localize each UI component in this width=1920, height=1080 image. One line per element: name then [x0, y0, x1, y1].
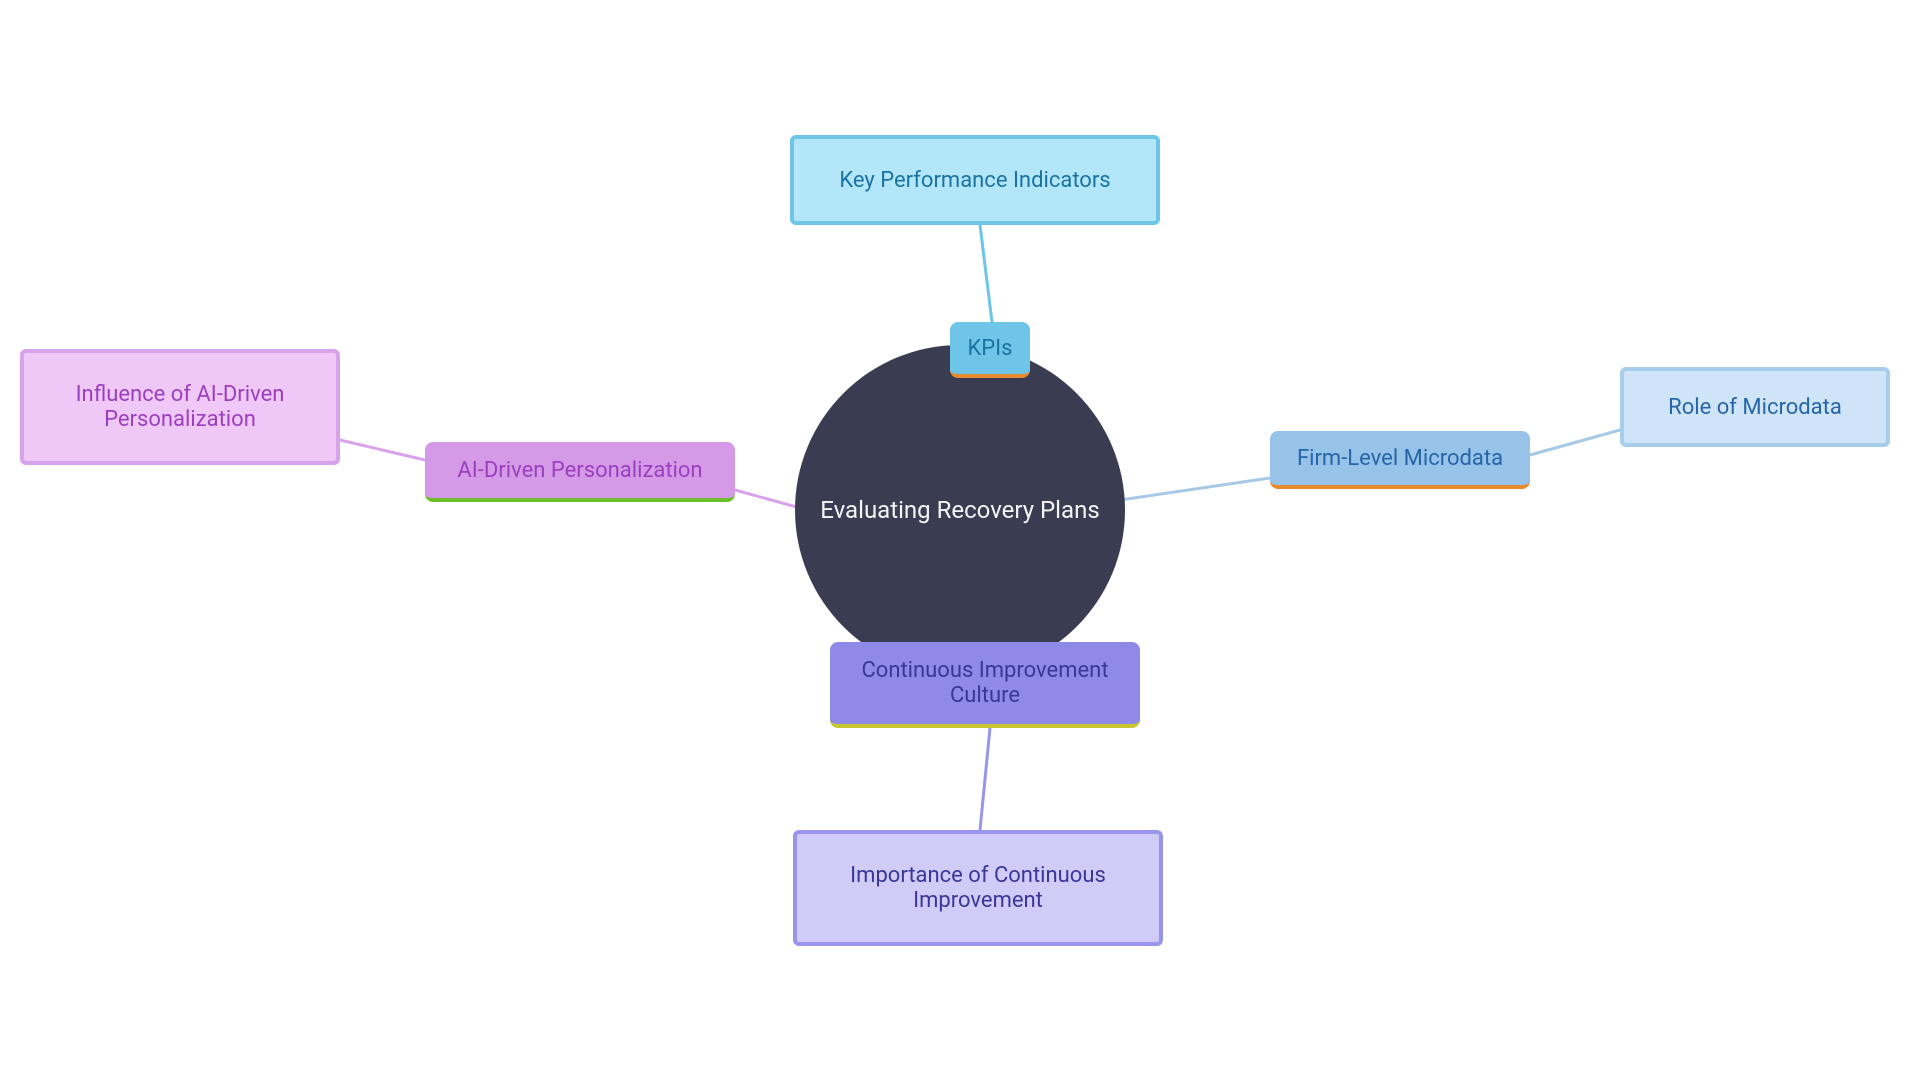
branch-label: Continuous Improvement Culture — [852, 658, 1118, 708]
branch-node-kpis: KPIs — [950, 322, 1030, 378]
branch-label: KPIs — [967, 336, 1012, 361]
center-node-label: Evaluating Recovery Plans — [820, 496, 1099, 524]
leaf-node-ai: Influence of AI-Driven Personalization — [20, 349, 340, 465]
branch-node-microdata: Firm-Level Microdata — [1270, 431, 1530, 489]
leaf-label: Key Performance Indicators — [839, 168, 1110, 193]
leaf-label: Role of Microdata — [1668, 395, 1842, 420]
leaf-label: Influence of AI-Driven Personalization — [52, 382, 308, 432]
branch-label: Firm-Level Microdata — [1297, 446, 1503, 471]
mindmap-diagram: Evaluating Recovery Plans KPIs Key Perform… — [0, 0, 1920, 1080]
leaf-node-microdata: Role of Microdata — [1620, 367, 1890, 447]
leaf-node-continuous: Importance of Continuous Improvement — [793, 830, 1163, 946]
branch-node-continuous: Continuous Improvement Culture — [830, 642, 1140, 728]
branch-node-ai: AI-Driven Personalization — [425, 442, 735, 502]
branch-label: AI-Driven Personalization — [457, 458, 702, 483]
center-node: Evaluating Recovery Plans — [795, 345, 1125, 675]
leaf-label: Importance of Continuous Improvement — [825, 863, 1131, 913]
leaf-node-kpis: Key Performance Indicators — [790, 135, 1160, 225]
